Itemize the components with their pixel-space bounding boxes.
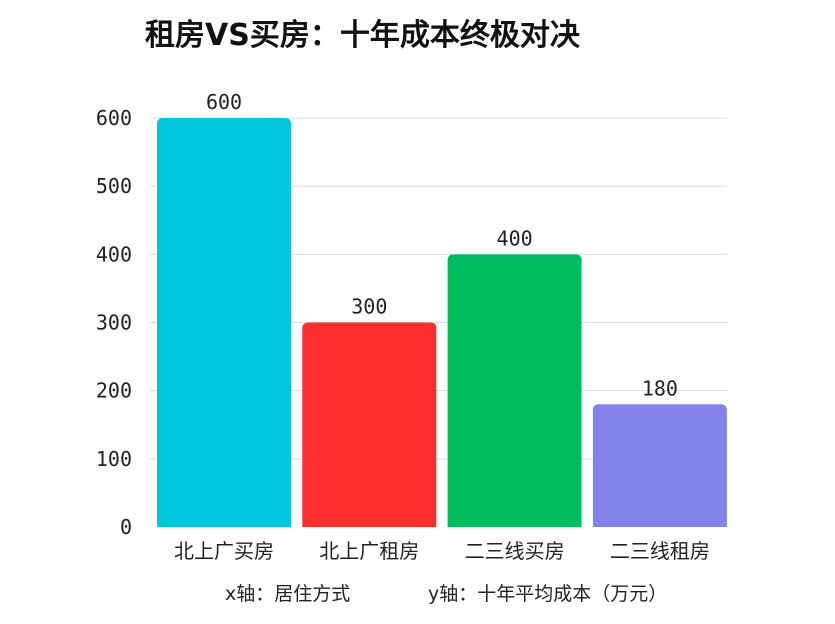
y-tick-labels: 0 100 200 300 400 500 600 [96, 106, 132, 539]
y-tick-label: 500 [96, 174, 132, 198]
category-labels: 北上广买房 北上广租房 二三线买房 二三线租房 [174, 539, 710, 563]
y-tick-label: 600 [96, 106, 132, 130]
x-tick-label: 北上广买房 [174, 539, 274, 563]
bars [157, 118, 727, 528]
x-axis-label: x轴：居住方式 [225, 583, 350, 605]
y-tick-label: 0 [120, 515, 132, 539]
y-tick-label: 300 [96, 311, 132, 335]
y-tick-label: 200 [96, 379, 132, 403]
bar [157, 118, 291, 527]
bar [302, 322, 437, 527]
data-label: 300 [351, 295, 387, 319]
bar [592, 404, 727, 527]
data-label: 400 [497, 226, 533, 250]
y-tick-label: 400 [96, 242, 132, 266]
x-tick-label: 二三线买房 [465, 539, 565, 563]
x-tick-label: 北上广租房 [319, 539, 419, 563]
chart-title: 租房VS买房：十年成本终极对决 [145, 18, 580, 53]
x-tick-label: 二三线租房 [610, 539, 710, 563]
data-label: 180 [642, 376, 678, 400]
y-tick-label: 100 [96, 447, 132, 471]
bar [447, 254, 582, 528]
value-labels: 600 300 400 180 [206, 90, 678, 400]
data-label: 600 [206, 90, 242, 114]
y-axis-label: y轴：十年平均成本（万元） [428, 583, 667, 605]
